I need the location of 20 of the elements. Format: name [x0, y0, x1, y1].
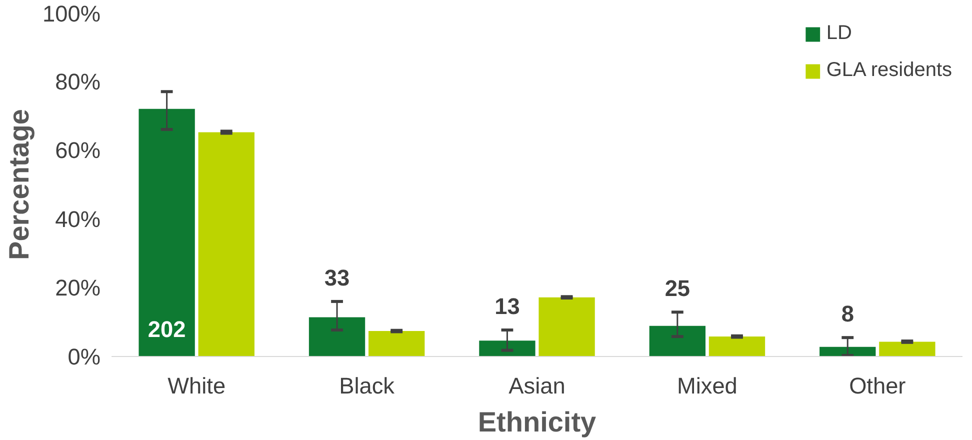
- x-axis-title: Ethnicity: [478, 406, 597, 438]
- x-tick-label: White: [168, 372, 226, 398]
- y-tick-label: 60%: [55, 137, 101, 164]
- y-tick-label: 40%: [55, 206, 101, 232]
- y-tick-label: 0%: [68, 344, 101, 370]
- y-tick-label: 80%: [55, 68, 101, 94]
- y-tick-label: 20%: [55, 274, 101, 301]
- x-tick-label: Black: [339, 372, 396, 398]
- annotation: 202: [148, 316, 186, 342]
- annotation: 8: [841, 300, 854, 326]
- y-tick-label: 100%: [42, 0, 101, 26]
- y-axis-title: Percentage: [4, 109, 35, 260]
- x-tick-label: Asian: [508, 372, 566, 398]
- x-tick-label: Other: [849, 372, 906, 398]
- annotation: 13: [494, 292, 520, 319]
- legend-label: GLA residents: [826, 59, 952, 82]
- legend-label: LD: [826, 22, 852, 45]
- annotation: 33: [324, 264, 350, 290]
- annotation: 25: [664, 275, 690, 302]
- x-tick-label: Mixed: [676, 372, 738, 398]
